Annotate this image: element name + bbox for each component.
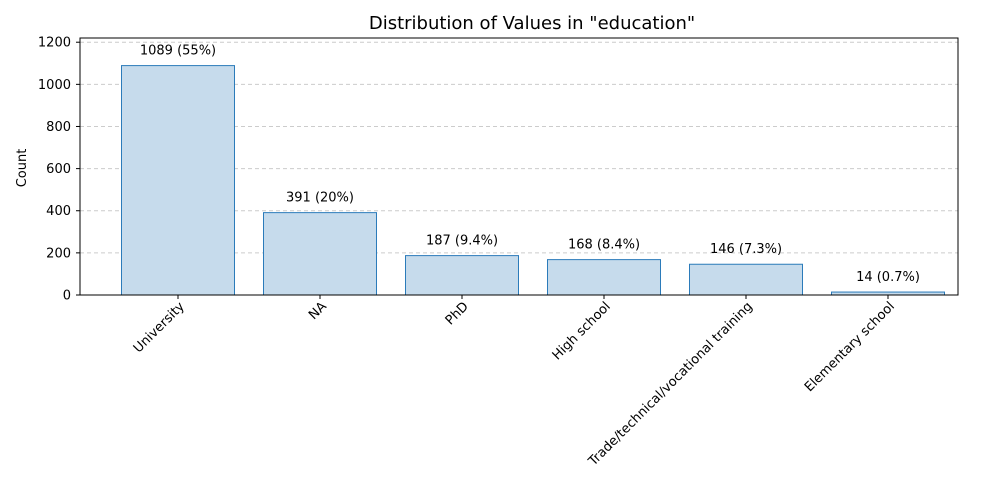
y-tick-label: 1200 xyxy=(38,36,71,51)
chart-title: Distribution of Values in "education" xyxy=(369,13,695,34)
bars: 1089 (55%) 391 (20%) 187 (9.4%) 168 (8.4%) 1… xyxy=(121,44,945,296)
y-axis-label: Count xyxy=(15,149,30,188)
bar xyxy=(405,255,519,296)
bar-value-label: 146 (7.3%) xyxy=(710,242,782,257)
y-tick-label: 1000 xyxy=(38,78,71,93)
y-axis-ticks: 0 200 400 600 800 1000 1200 xyxy=(38,36,80,304)
x-tick-label: High school xyxy=(550,299,614,363)
y-tick-label: 600 xyxy=(46,162,71,177)
bar xyxy=(547,259,661,296)
x-tick-label: Trade/technical/vocational training xyxy=(585,299,756,470)
bar xyxy=(689,263,803,296)
bar-value-label: 391 (20%) xyxy=(286,191,354,206)
bar-value-label: 1089 (55%) xyxy=(140,44,216,59)
bar xyxy=(121,65,235,296)
y-tick-label: 400 xyxy=(46,204,71,219)
y-tick-label: 800 xyxy=(46,120,71,135)
bar-value-label: 14 (0.7%) xyxy=(856,270,920,285)
bar-value-label: 168 (8.4%) xyxy=(568,238,640,253)
x-tick-label: NA xyxy=(306,299,330,323)
x-tick-label: University xyxy=(131,299,188,356)
x-axis-ticks: University NA PhD High schoolTrade/technica… xyxy=(131,295,898,470)
y-tick-label: 200 xyxy=(46,246,71,261)
plot-frame xyxy=(79,37,959,296)
x-tick-label: PhD xyxy=(443,299,472,328)
bar-value-label: 187 (9.4%) xyxy=(426,234,498,249)
x-tick-label: Elementary school xyxy=(802,299,898,395)
bar xyxy=(263,212,377,296)
y-tick-label: 0 xyxy=(63,289,71,304)
gridlines xyxy=(80,41,958,254)
